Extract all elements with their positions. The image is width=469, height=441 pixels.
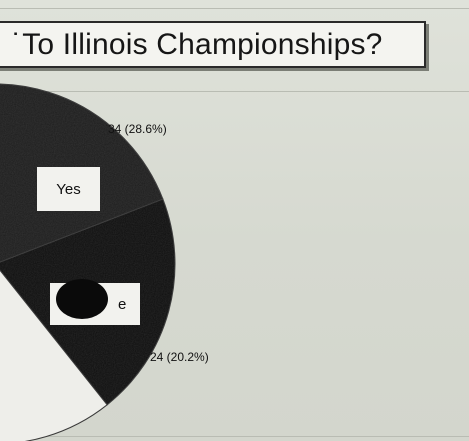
- slice-name-label: Yes: [37, 167, 100, 211]
- chart-title: ˙To Illinois Championships?: [12, 28, 383, 61]
- slice-data-label: 34 (28.6%): [108, 122, 167, 136]
- slice-data-label: 24 (20.2%): [150, 350, 209, 364]
- slice-name-text: Yes: [56, 181, 80, 198]
- slice-label-occlusion: [56, 279, 108, 319]
- upper-rule: [0, 91, 469, 92]
- pie-slice-other: [0, 269, 108, 441]
- chart-title-box: ˙To Illinois Championships?: [0, 21, 426, 68]
- bottom-rule: [0, 436, 469, 437]
- top-rule: [0, 8, 469, 9]
- slice-name-label-box: [37, 167, 100, 211]
- slice-name-label: e: [50, 279, 140, 325]
- slice-name-text: e: [118, 296, 126, 313]
